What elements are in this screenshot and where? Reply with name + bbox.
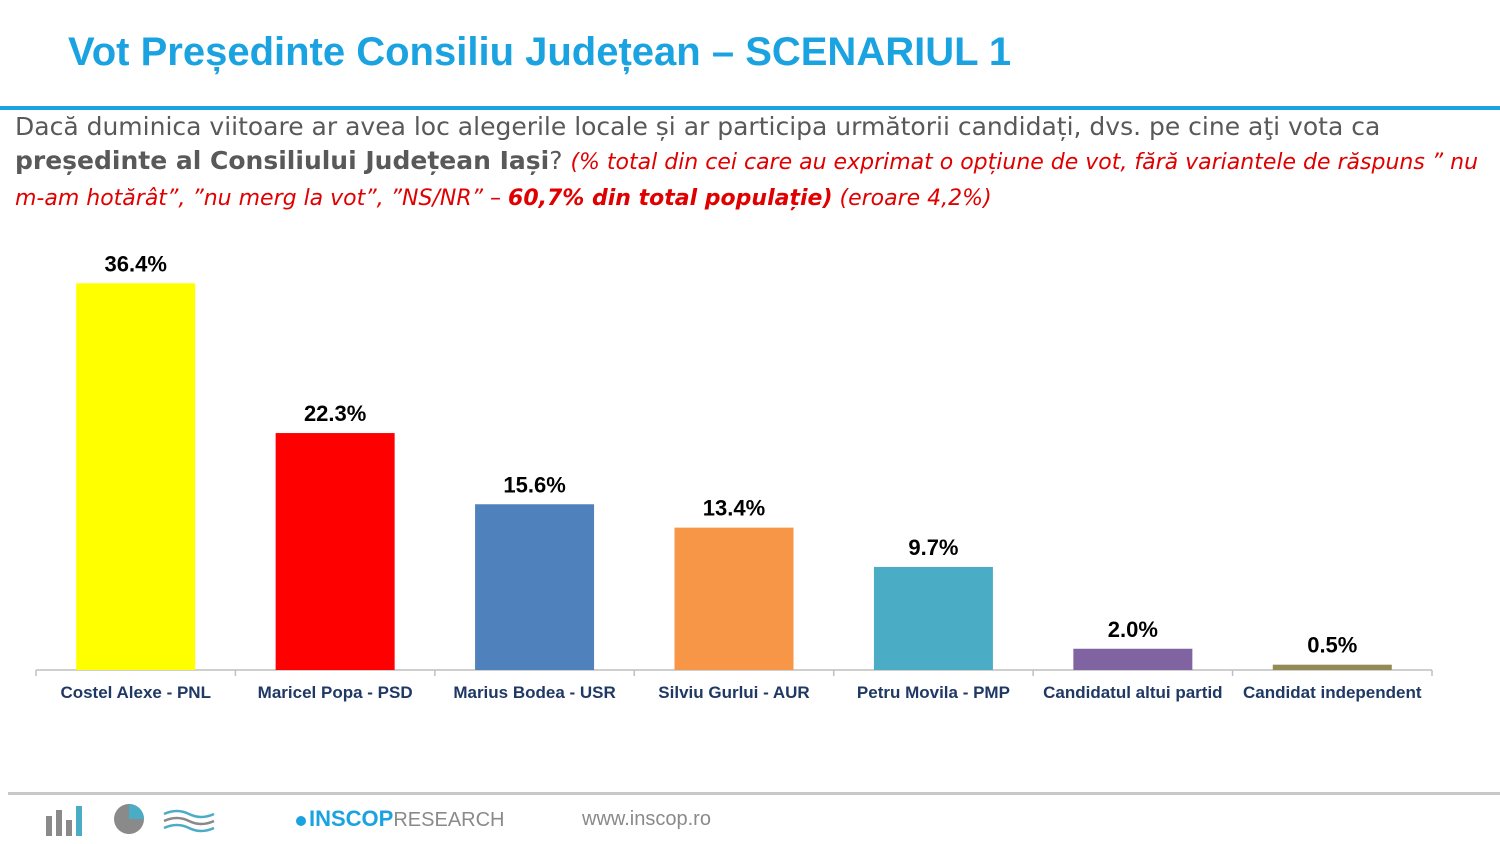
category-label: Candidat independent (1243, 683, 1422, 702)
category-label: Marius Bodea - USR (453, 683, 615, 702)
pie-chart-icon (114, 804, 144, 834)
question-mark: ? (549, 146, 571, 175)
brand-logo: INSCOPRESEARCH (296, 806, 505, 832)
category-label: Maricel Popa - PSD (258, 683, 413, 702)
data-label: 0.5% (1307, 633, 1357, 658)
category-label: Petru Movila - PMP (857, 683, 1010, 702)
question-bold: președinte al Consiliului Județean Iași (15, 146, 550, 175)
bar (275, 433, 395, 670)
category-label: Silviu Gurlui - AUR (658, 683, 809, 702)
brand-dot-icon (296, 816, 306, 826)
question-text: Dacă duminica viitoare ar avea loc alege… (15, 110, 1485, 216)
bar (873, 566, 993, 670)
data-label: 22.3% (304, 401, 366, 426)
brand-name: INSCOP (309, 806, 394, 831)
category-label: Costel Alexe - PNL (60, 683, 211, 702)
note-start: (% total din cei care au exprimat o opți… (15, 150, 1479, 211)
data-label: 15.6% (503, 472, 565, 497)
bar (674, 527, 794, 670)
brand-suffix: RESEARCH (393, 809, 505, 831)
data-label: 2.0% (1108, 617, 1158, 642)
footer: INSCOPRESEARCH www.inscop.ro (0, 796, 1500, 844)
note-end: (eroare 4,2%) (832, 186, 992, 211)
question-plain: Dacă duminica viitoare ar avea loc alege… (15, 112, 1381, 141)
wave-icon (163, 809, 215, 833)
bar (1073, 648, 1193, 670)
bar (475, 504, 595, 670)
bar-chart: 36.4% Costel Alexe - PNL 22.3% Maricel Popa… (35, 251, 1433, 702)
page-title: Vot Președinte Consiliu Județean – SCENA… (68, 30, 1012, 74)
data-label: 13.4% (703, 496, 765, 521)
data-label: 9.7% (908, 535, 958, 560)
note-bold: 60,7% din total populație) (508, 186, 833, 211)
title-divider (0, 106, 1500, 110)
website-link[interactable]: www.inscop.ro (582, 808, 711, 830)
data-label: 36.4% (105, 251, 167, 276)
bar (76, 283, 196, 670)
bar-chart-icon (46, 806, 82, 836)
category-label: Candidatul altui partid (1043, 683, 1222, 702)
bar (1272, 664, 1392, 670)
question-note: (% total din cei care au exprimat o opți… (15, 150, 1478, 211)
footer-divider (8, 792, 1500, 795)
